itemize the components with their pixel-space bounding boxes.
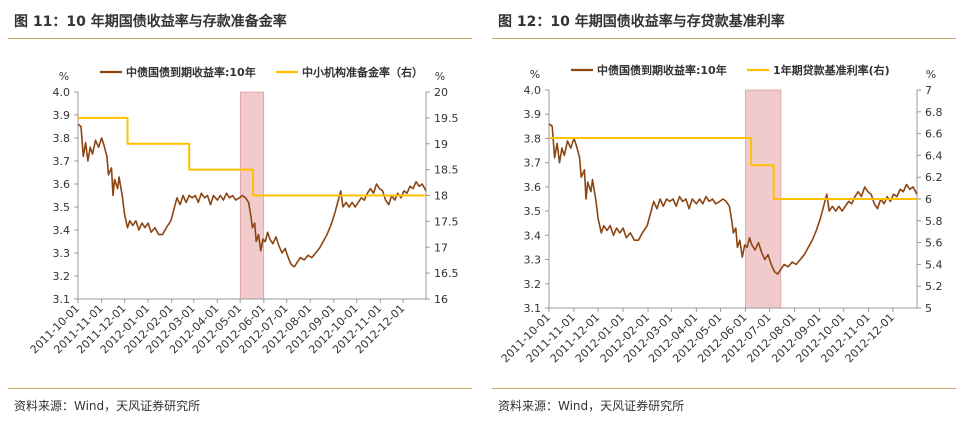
left-tick-label: 3.9 [524,108,542,121]
right-tick-label: 5 [925,302,932,315]
left-tick-label: 4.0 [524,84,542,97]
left-tick-label: 3.6 [53,178,71,191]
right-tick-label: 16.5 [434,267,459,280]
legend-label: 中债国债到期收益率:10年 [597,63,727,77]
right-tick-label: 6.2 [925,171,943,184]
title-divider [492,38,956,39]
left-tick-label: 3.5 [53,201,71,214]
left-tick-label: 3.2 [53,270,71,283]
right-tick-label: 6.4 [925,149,943,162]
left-tick-label: 3.3 [524,254,542,267]
left-tick-label: 3.8 [53,132,71,145]
left-tick-label: 3.6 [524,181,542,194]
left-axis-unit: % [59,70,69,83]
left-tick-label: 3.1 [53,293,71,306]
chart-panel-1: 图 11：10 年期国债收益率与存款准备金率 3.1 3.2 3.3 3.4 3.5 3.… [8,0,472,422]
chart-1: 3.1 3.2 3.3 3.4 3.5 3.6 3.7 3.8 3.9 4.0 16 16.5 17 17… [28,65,459,356]
left-tick-label: 3.4 [53,224,71,237]
right-tick-label: 7 [925,84,932,97]
left-tick-label: 3.7 [53,155,71,168]
left-axis-unit: % [530,68,540,81]
figure-title: 图 11：10 年期国债收益率与存款准备金率 [14,14,287,30]
legend-label: 1年期贷款基准利率(右) [773,63,890,77]
right-tick-label: 6.6 [925,128,943,141]
left-tick-label: 3.7 [524,157,542,170]
source-divider [8,388,472,389]
right-tick-label: 5.2 [925,280,943,293]
right-tick-label: 19 [434,138,448,151]
right-tick-label: 5.8 [925,215,943,228]
policy-rate-series-line [549,137,917,200]
left-tick-label: 3.9 [53,109,71,122]
figure-title: 图 12：10 年期国债收益率与存贷款基准利率 [498,14,785,30]
left-tick-label: 3.3 [53,247,71,260]
left-tick-label: 3.4 [524,229,542,242]
yield-series-line [548,123,918,275]
right-tick-label: 18 [434,190,448,203]
title-divider [8,38,472,39]
right-tick-label: 6 [925,193,932,206]
left-tick-label: 3.2 [524,278,542,291]
left-tick-label: 3.8 [524,132,542,145]
right-tick-label: 16 [434,293,448,306]
right-tick-label: 17.5 [434,215,459,228]
right-tick-label: 18.5 [434,164,459,177]
yield-series-line [77,123,427,268]
right-tick-label: 6.8 [925,106,943,119]
right-tick-label: 17 [434,241,448,254]
legend-label: 中债国债到期收益率:10年 [126,65,256,79]
right-tick-label: 19.5 [434,112,459,125]
left-tick-label: 4.0 [53,86,71,99]
right-tick-label: 20 [434,86,448,99]
source-note: 资料来源：Wind，天风证券研究所 [498,399,685,413]
source-note: 资料来源：Wind，天风证券研究所 [14,399,201,413]
legend-label: 中小机构准备金率（右） [302,65,423,79]
right-tick-label: 5.4 [925,258,943,271]
chart-panel-2: 图 12：10 年期国债收益率与存贷款基准利率 3.1 3.2 3.3 3.4 3.5 3… [492,0,956,422]
right-axis-unit: % [435,70,445,83]
left-tick-label: 3.5 [524,205,542,218]
chart-2: 3.1 3.2 3.3 3.4 3.5 3.6 3.7 3.8 3.9 4.0 5 5.2 5.4 5.6… [499,63,943,365]
policy-rate-series-line [78,116,426,197]
right-tick-label: 5.6 [925,237,943,250]
left-tick-label: 3.1 [524,302,542,315]
source-divider [492,388,956,389]
right-axis-unit: % [926,68,936,81]
